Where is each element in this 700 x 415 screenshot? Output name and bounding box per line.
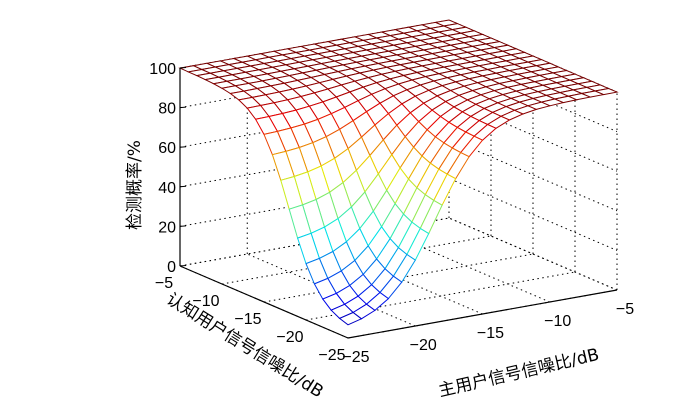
tick-labels: 0 20 40 60 80 100 −25 −20 −15 −10 −5 −25 −20 −15 −10 −5 <box>149 61 634 366</box>
y-tick-label: −15 <box>234 311 261 328</box>
y-tick-label: −20 <box>276 329 303 346</box>
z-grid-line <box>179 177 618 251</box>
y-tick-label: −5 <box>155 275 173 292</box>
y-floor-grid-line <box>221 235 492 285</box>
z-tick-label: 40 <box>158 180 176 197</box>
x-axis-label: 主用户信号信噪比/dB <box>437 345 601 401</box>
z-tick-label: 100 <box>149 61 176 78</box>
z-tick-label: 20 <box>158 219 176 236</box>
x-tick-label: −25 <box>342 349 369 366</box>
z-tick-mark <box>179 185 187 188</box>
z-tick-label: 0 <box>167 259 176 276</box>
y-tick-label: −10 <box>192 293 219 310</box>
y-tick-label: −25 <box>318 347 345 364</box>
z-tick-mark <box>179 146 187 148</box>
z-tick-label: 80 <box>158 101 176 118</box>
y-axis-line <box>179 265 349 339</box>
z-tick-mark <box>179 265 187 267</box>
surface-cell <box>338 311 363 326</box>
z-tick-mark <box>179 225 187 227</box>
z-tick-label: 60 <box>158 140 176 157</box>
x-floor-grid-line <box>381 229 550 303</box>
surface-mesh <box>178 19 619 326</box>
y-floor-grid-line <box>179 217 450 267</box>
y-floor-grid-line <box>263 253 534 303</box>
z-axis-label: 检测概率/% <box>125 140 145 230</box>
z-tick-mark <box>179 106 187 109</box>
axes-layer <box>179 67 618 339</box>
x-tick-label: −15 <box>477 325 504 342</box>
x-axis-line <box>347 289 618 339</box>
x-tick-label: −10 <box>544 313 571 330</box>
z-grid-line <box>179 138 618 212</box>
z-tick-mark <box>179 67 187 69</box>
x-tick-label: −5 <box>616 301 634 318</box>
x-tick-label: −20 <box>410 337 437 354</box>
